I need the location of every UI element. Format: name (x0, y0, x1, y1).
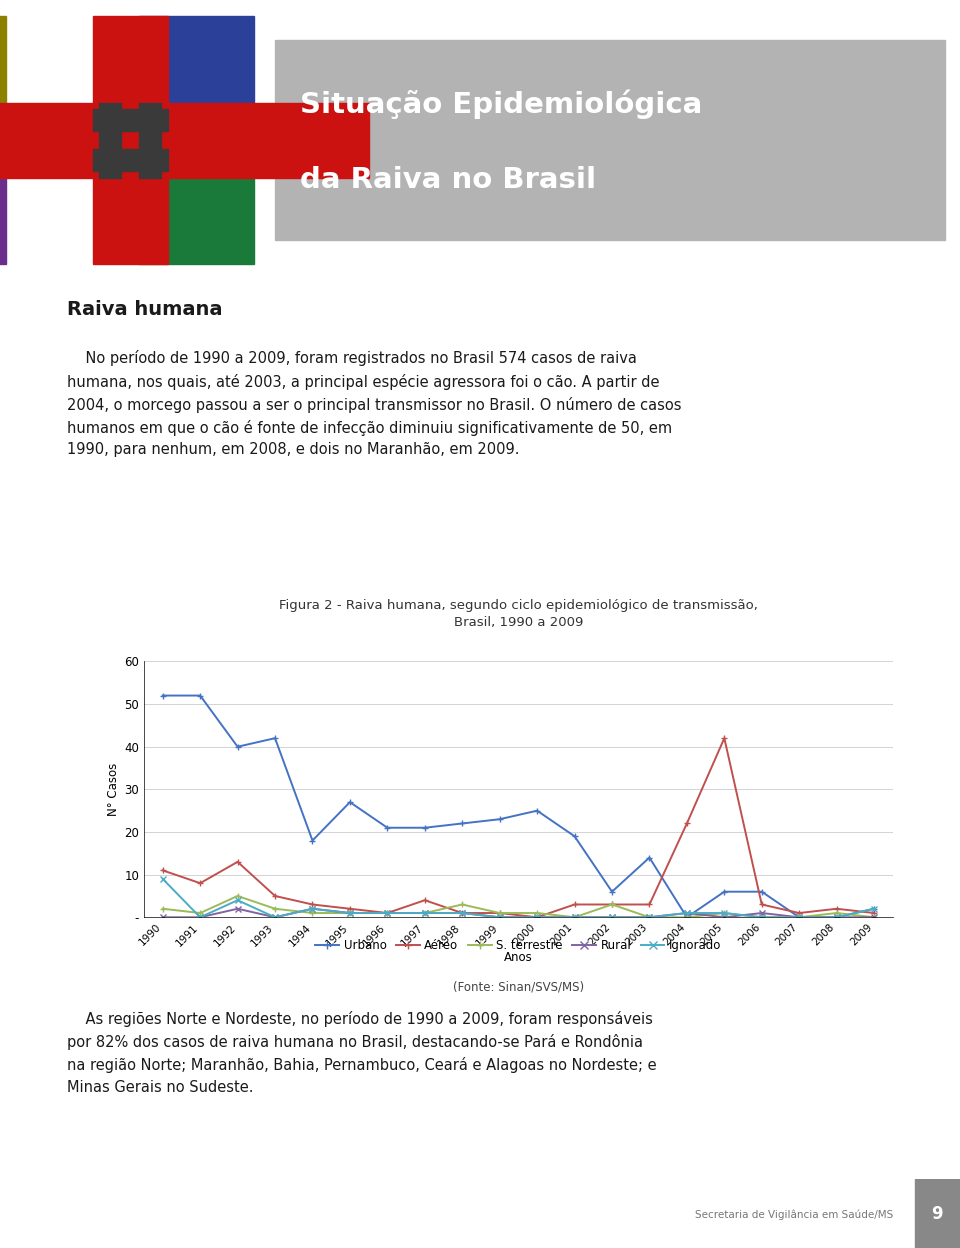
Text: (Fonte: Sinan/SVS/MS): (Fonte: Sinan/SVS/MS) (453, 981, 584, 993)
Legend: Urbano, Aéreo, S. terrestre, Rural, Ignorado: Urbano, Aéreo, S. terrestre, Rural, Igno… (311, 935, 726, 956)
Bar (92, 109, 167, 131)
Bar (99, 102, 121, 177)
Text: Figura 2 - Raiva humana, segundo ciclo epidemiológico de transmissão,
Brasil, 19: Figura 2 - Raiva humana, segundo ciclo e… (279, 599, 757, 629)
Bar (0, 149, 6, 265)
Bar (0, 102, 369, 177)
Bar (139, 149, 254, 265)
Bar (275, 40, 945, 240)
X-axis label: Anos: Anos (504, 951, 533, 963)
Text: As regiões Norte e Nordeste, no período de 1990 a 2009, foram responsáveis
por 8: As regiões Norte e Nordeste, no período … (67, 1011, 657, 1094)
Text: Secretaria de Vigilância em Saúde/MS: Secretaria de Vigilância em Saúde/MS (695, 1209, 893, 1219)
Text: Raiva humana: Raiva humana (67, 300, 223, 318)
Bar (92, 149, 167, 171)
Y-axis label: N° Casos: N° Casos (108, 763, 120, 816)
Bar (0, 16, 6, 131)
Bar (92, 16, 167, 265)
Bar (139, 16, 254, 131)
Text: da Raiva no Brasil: da Raiva no Brasil (300, 166, 596, 193)
Text: 9: 9 (931, 1206, 943, 1223)
Text: Situação Epidemiológica: Situação Epidemiológica (300, 90, 703, 119)
Bar (139, 102, 161, 177)
Text: No período de 1990 a 2009, foram registrados no Brasil 574 casos de raiva
humana: No período de 1990 a 2009, foram registr… (67, 351, 682, 458)
Bar (915, 1179, 960, 1248)
